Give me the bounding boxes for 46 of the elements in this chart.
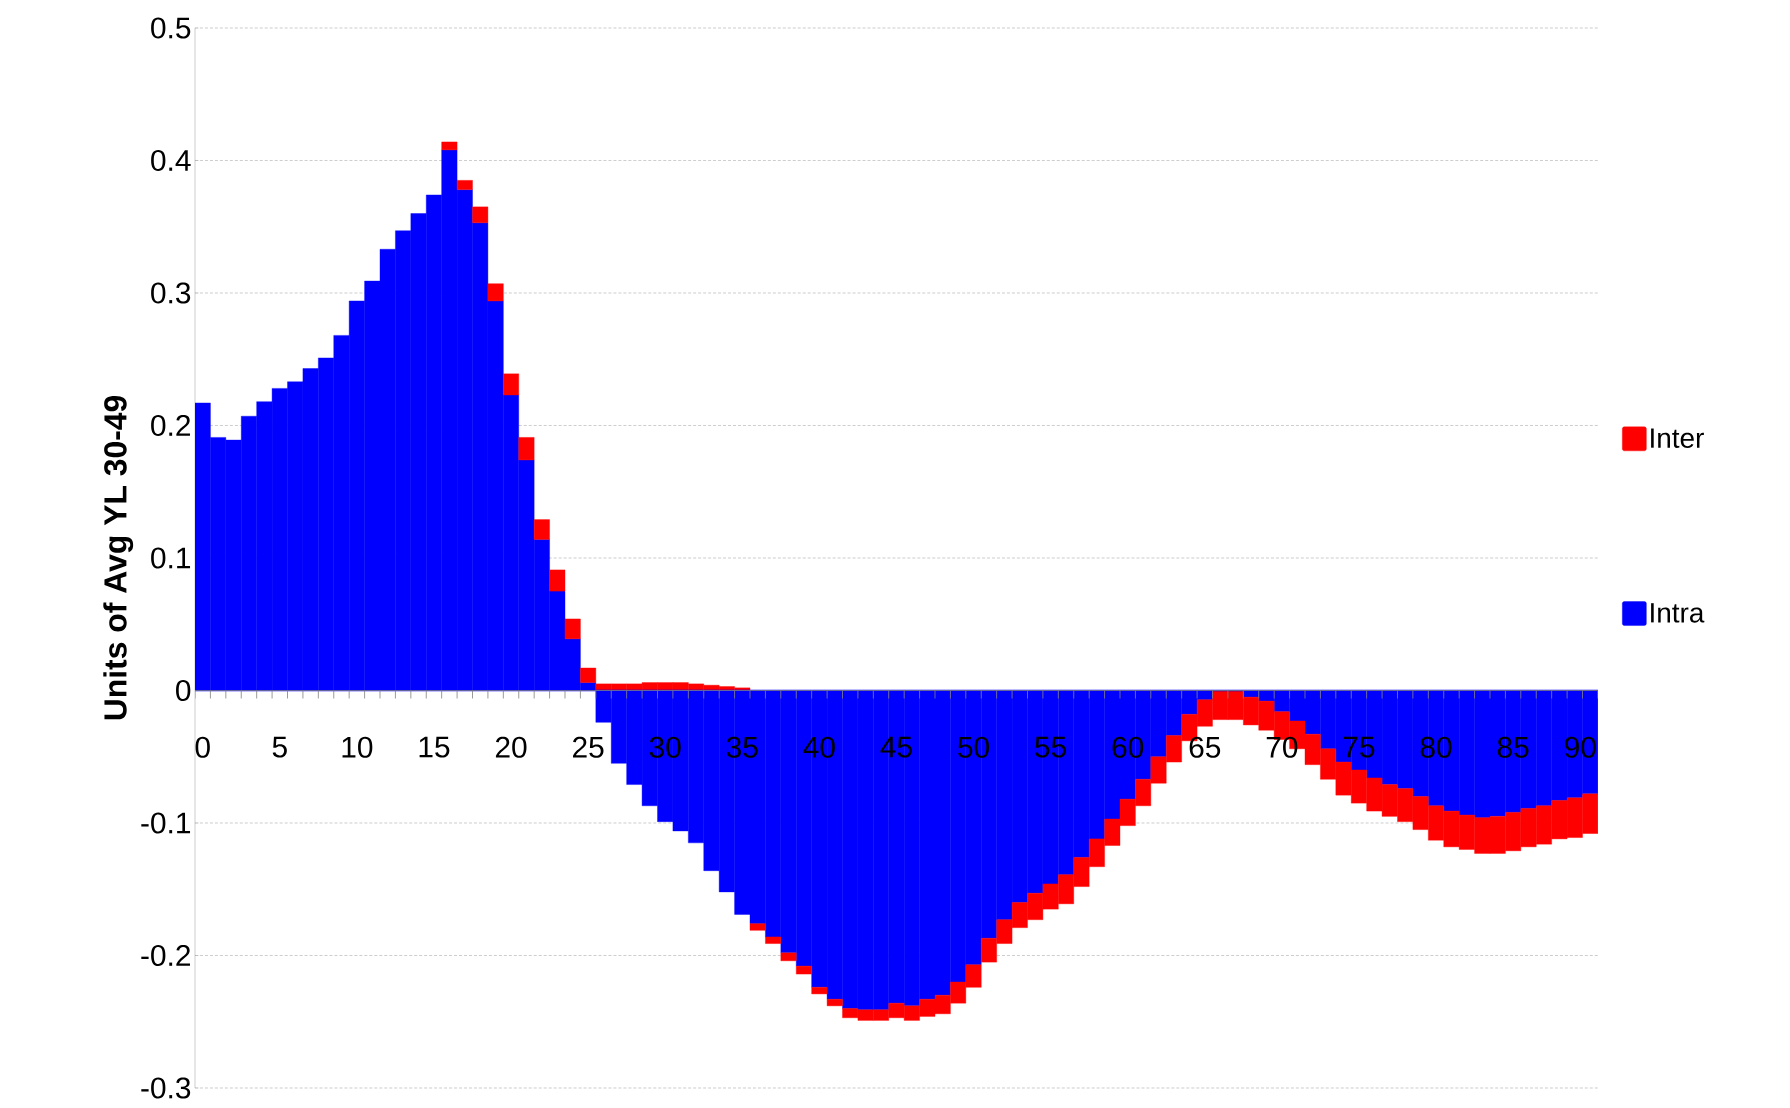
x-tick-label: 30 [649,736,681,758]
y-tick-label: -0.3 [141,1077,191,1099]
legend-label: Intra [1651,603,1705,623]
y-tick-label: -0.2 [141,944,190,967]
x-tick-label: 85 [1497,736,1529,758]
y-tick-label: 0.3 [151,282,191,304]
bar [487,283,504,302]
bar [564,618,581,640]
x-tick-label: 40 [803,736,835,758]
x-tick-label: 10 [342,736,373,758]
bar [533,519,550,540]
y-tick-label: -0.1 [141,812,191,834]
bar [765,936,782,944]
bar [826,999,843,1007]
x-tick-label: 90 [1565,736,1596,758]
legend-label: Inter [1651,428,1704,448]
y-tick-label: 0 [176,679,191,702]
bar [549,569,566,592]
bar [456,180,473,190]
bar [749,923,766,931]
y-tick-label: 0.2 [151,414,190,437]
x-tick-label: 80 [1420,736,1452,758]
x-tick-label: 70 [1266,736,1298,758]
x-tick-label: 20 [495,736,527,758]
x-tick-label: 15 [419,736,450,758]
bar [780,952,797,961]
x-tick-label: 0 [195,736,210,758]
x-tick-label: 45 [880,736,912,758]
bar [472,206,489,223]
bar [811,987,828,995]
x-tick-label: 5 [272,736,287,758]
y-axis-title: Units of Avg YL 30-49 [103,395,134,720]
y-tick-label: 0.1 [151,547,191,569]
bar [441,141,458,151]
x-tick-label: 75 [1343,736,1375,758]
x-tick-label: 65 [1189,736,1221,758]
y-tick-label: 0.5 [151,17,191,39]
x-tick-label: 35 [726,736,758,758]
x-tick-label: 50 [958,736,989,758]
y-tick-label: 0.4 [151,149,191,172]
bar [503,373,519,396]
x-tick-label: 60 [1112,736,1144,758]
bar [518,437,535,461]
bar [796,965,812,975]
x-tick-label: 25 [573,736,604,758]
x-tick-label: 55 [1035,736,1066,758]
